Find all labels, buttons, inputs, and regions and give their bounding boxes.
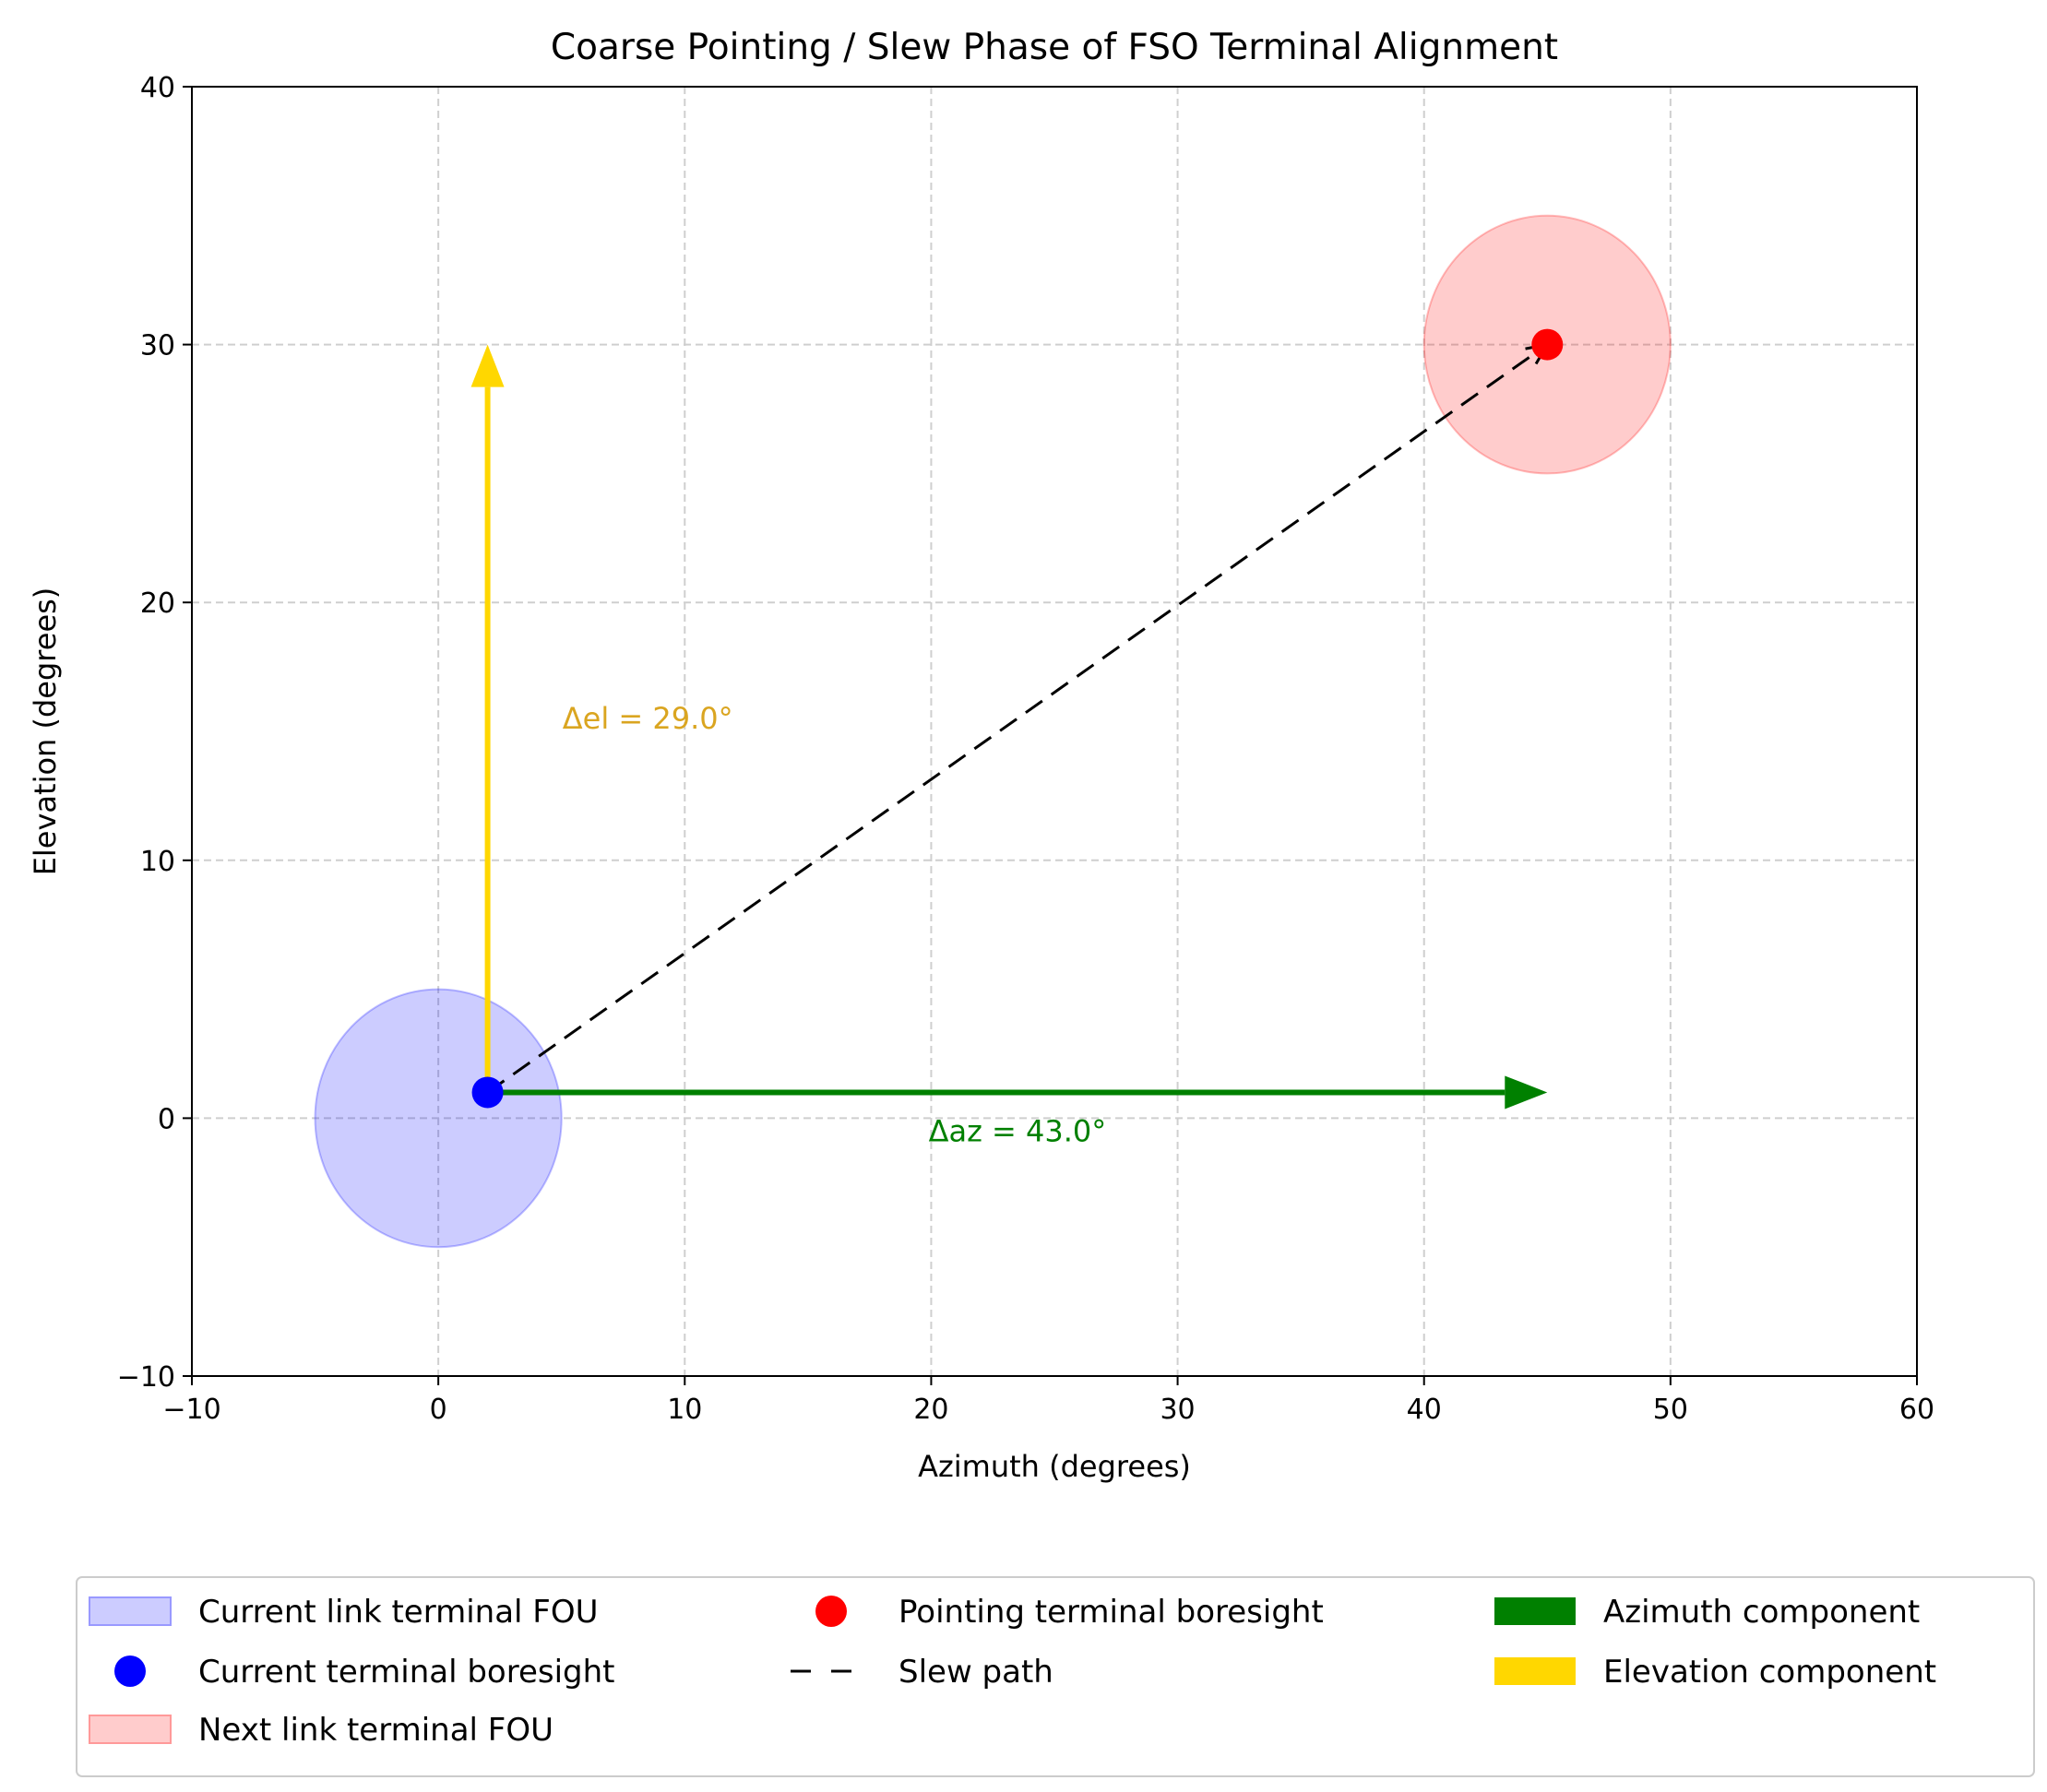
legend-swatch-current-terminal-boresight [114,1656,146,1687]
legend-label-pointing-terminal-boresight: Pointing terminal boresight [899,1594,1324,1631]
azimuth-arrow-head [1505,1075,1548,1110]
y-axis-label: Elevation (degrees) [28,587,63,876]
legend-swatch-azimuth-component [1494,1597,1576,1625]
chart-title: Coarse Pointing / Slew Phase of FSO Term… [551,27,1558,68]
legend-label-current-link-terminal-fou: Current link terminal FOU [198,1594,598,1631]
legend-label-azimuth-component: Azimuth component [1603,1594,1920,1631]
legend-swatch-next-link-terminal-fou [89,1715,172,1744]
legend-swatch-current-link-terminal-fou [89,1596,172,1626]
y-tick-label: 30 [140,330,175,362]
axes-frame [191,86,1918,1377]
axis-ticks: −10 0 10 20 30 40 50 60 −10 0 10 20 30 40 [117,72,1934,1426]
elevation-arrow-head [470,344,505,387]
current-fou-region [314,988,563,1249]
current-boresight-point [471,1076,504,1109]
slew-path-line [486,343,1549,1094]
y-tick-label: 20 [140,587,175,620]
plot-area [314,214,1672,1249]
legend-label-current-terminal-boresight: Current terminal boresight [198,1654,615,1691]
x-tick-label: 10 [667,1394,702,1426]
legend-swatch-elevation-component [1494,1657,1576,1685]
x-tick-label: 60 [1899,1394,1934,1426]
legend-label-elevation-component: Elevation component [1603,1654,1936,1691]
x-axis-label: Azimuth (degrees) [918,1449,1191,1484]
legend-label-next-link-terminal-fou: Next link terminal FOU [198,1712,553,1749]
x-tick-label: 20 [913,1394,948,1426]
y-tick-label: 40 [140,72,175,104]
pointing-boresight-point [1531,328,1564,361]
x-tick-label: 30 [1160,1394,1195,1426]
legend: Current link terminal FOU Current termina… [76,1576,2035,1777]
legend-box [76,1576,2035,1777]
y-tick-label: 0 [158,1103,175,1135]
y-tick-label: 10 [140,846,175,878]
y-tick-label: −10 [117,1361,175,1394]
x-tick-label: 50 [1653,1394,1688,1426]
legend-label-slew-path: Slew path [899,1654,1053,1691]
azimuth-annotation: Δaz = 43.0° [929,1113,1107,1148]
elevation-annotation: Δel = 29.0° [563,701,733,736]
grid [192,87,1917,1376]
x-tick-label: 40 [1407,1394,1442,1426]
legend-swatch-pointing-terminal-boresight [815,1596,847,1627]
x-tick-label: −10 [162,1394,220,1426]
x-tick-label: 0 [430,1394,447,1426]
